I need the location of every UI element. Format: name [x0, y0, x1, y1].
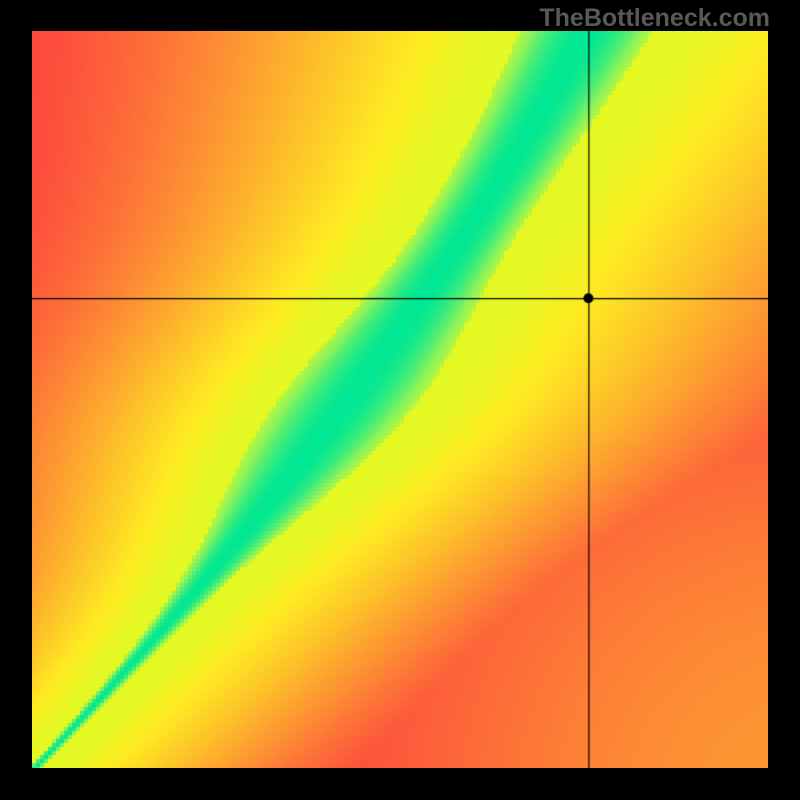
heatmap-canvas	[32, 31, 768, 768]
chart-container: { "canvas": { "width": 800, "height": 80…	[0, 0, 800, 800]
watermark-text: TheBottleneck.com	[539, 4, 770, 33]
